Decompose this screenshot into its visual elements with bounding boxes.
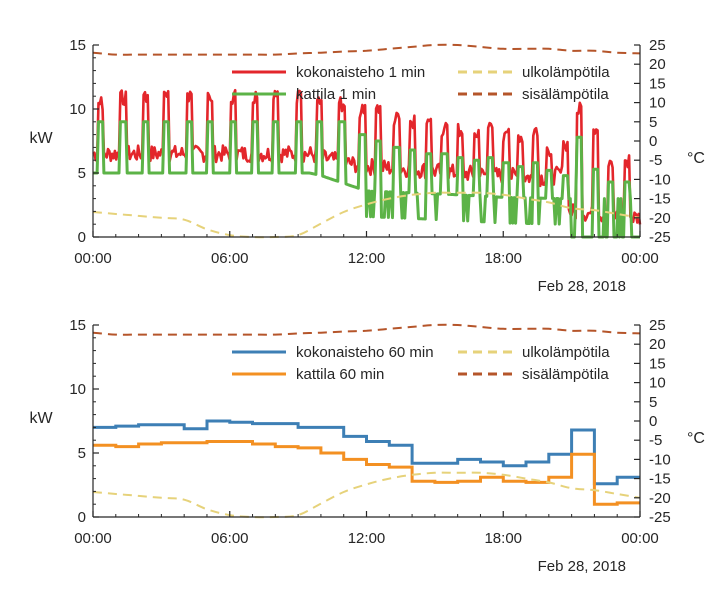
y-tick-label-left: 0	[78, 229, 86, 246]
y-tick-label-right: -20	[649, 490, 671, 507]
legend: kokonaisteho 60 min kattila 60 min ulkoläm…	[232, 344, 610, 383]
legend-label: sisälämpötila	[522, 366, 609, 383]
legend-label: ulkolämpötila	[522, 344, 610, 361]
x-tick-label: 00:00	[74, 250, 112, 267]
x-date-label: Feb 28, 2018	[538, 278, 626, 295]
x-tick-label: 06:00	[211, 250, 249, 267]
y-tick-label-left: 5	[78, 445, 86, 462]
x-date-label: Feb 28, 2018	[538, 558, 626, 575]
y-tick-label-right: -5	[649, 432, 662, 449]
y-tick-label-left: 15	[69, 317, 86, 334]
series-line-kokonaisteho 60 min	[93, 419, 640, 486]
series-line-ulkolämpötila	[92, 191, 641, 239]
y-tick-label-right: 25	[649, 37, 666, 54]
y-tick-label-right: 0	[649, 133, 657, 150]
y-tick-label-left: 0	[78, 509, 86, 526]
y-tick-label-right: -20	[649, 210, 671, 227]
legend-label: kokonaisteho 60 min	[296, 344, 434, 361]
y-tick-label-right: -15	[649, 191, 671, 208]
legend-label: kokonaisteho 1 min	[296, 64, 425, 81]
y-tick-label-left: 5	[78, 165, 86, 182]
chart-panel-1: 0 5 10 15 25 20 15 10 5 0 -5 -10 -15 -20 -25 00:00 06:00…	[29, 37, 705, 295]
y-tick-label-right: 5	[649, 114, 657, 131]
x-tick-label: 12:00	[348, 530, 386, 547]
legend-label: ulkolämpötila	[522, 64, 610, 81]
y-axis-label-left: kW	[29, 410, 53, 427]
y-tick-label-right: 10	[649, 95, 666, 112]
x-tick-label: 18:00	[484, 530, 522, 547]
y-tick-label-right: 20	[649, 336, 666, 353]
series-line-ulkolämpötila	[92, 471, 641, 519]
y-tick-label-right: 15	[649, 75, 666, 92]
y-tick-label-right: 25	[649, 317, 666, 334]
y-tick-label-right: -10	[649, 171, 671, 188]
y-tick-label-left: 15	[69, 37, 86, 54]
y-tick-label-right: 0	[649, 413, 657, 430]
y-tick-label-left: 10	[69, 381, 86, 398]
y-tick-label-right: -5	[649, 152, 662, 169]
y-axis-label-right: °C	[687, 150, 705, 167]
y-axis-label-left: kW	[29, 130, 53, 147]
y-tick-label-right: -15	[649, 471, 671, 488]
series-line-kattila 1 min	[92, 120, 641, 239]
legend-label: sisälämpötila	[522, 86, 609, 103]
legend: kokonaisteho 1 min kattila 1 min ulkolämpö…	[232, 64, 610, 103]
legend-label: kattila 1 min	[296, 86, 376, 103]
y-tick-label-right: 10	[649, 375, 666, 392]
x-tick-label: 12:00	[348, 250, 386, 267]
x-tick-label: 00:00	[621, 250, 659, 267]
y-tick-label-right: 15	[649, 355, 666, 372]
y-tick-label-right: -25	[649, 509, 671, 526]
legend-label: kattila 60 min	[296, 366, 384, 383]
plot-area	[92, 323, 641, 519]
series-line-sisälämpötila	[92, 323, 641, 336]
chart-panel-2: 0 5 10 15 25 20 15 10 5 0 -5 -10 -15 -20 -25 00:00 06:00…	[29, 317, 705, 575]
plot-area	[92, 43, 642, 239]
y-tick-label-right: -25	[649, 229, 671, 246]
x-tick-label: 06:00	[211, 530, 249, 547]
series-line-kattila 60 min	[93, 440, 640, 506]
x-tick-label: 18:00	[484, 250, 522, 267]
y-tick-label-right: 20	[649, 56, 666, 73]
x-tick-label: 00:00	[74, 530, 112, 547]
y-tick-label-left: 10	[69, 101, 86, 118]
y-tick-label-right: -10	[649, 451, 671, 468]
y-tick-label-right: 5	[649, 394, 657, 411]
y-axis-label-right: °C	[687, 430, 705, 447]
x-tick-label: 00:00	[621, 530, 659, 547]
series-line-sisälämpötila	[92, 43, 641, 56]
